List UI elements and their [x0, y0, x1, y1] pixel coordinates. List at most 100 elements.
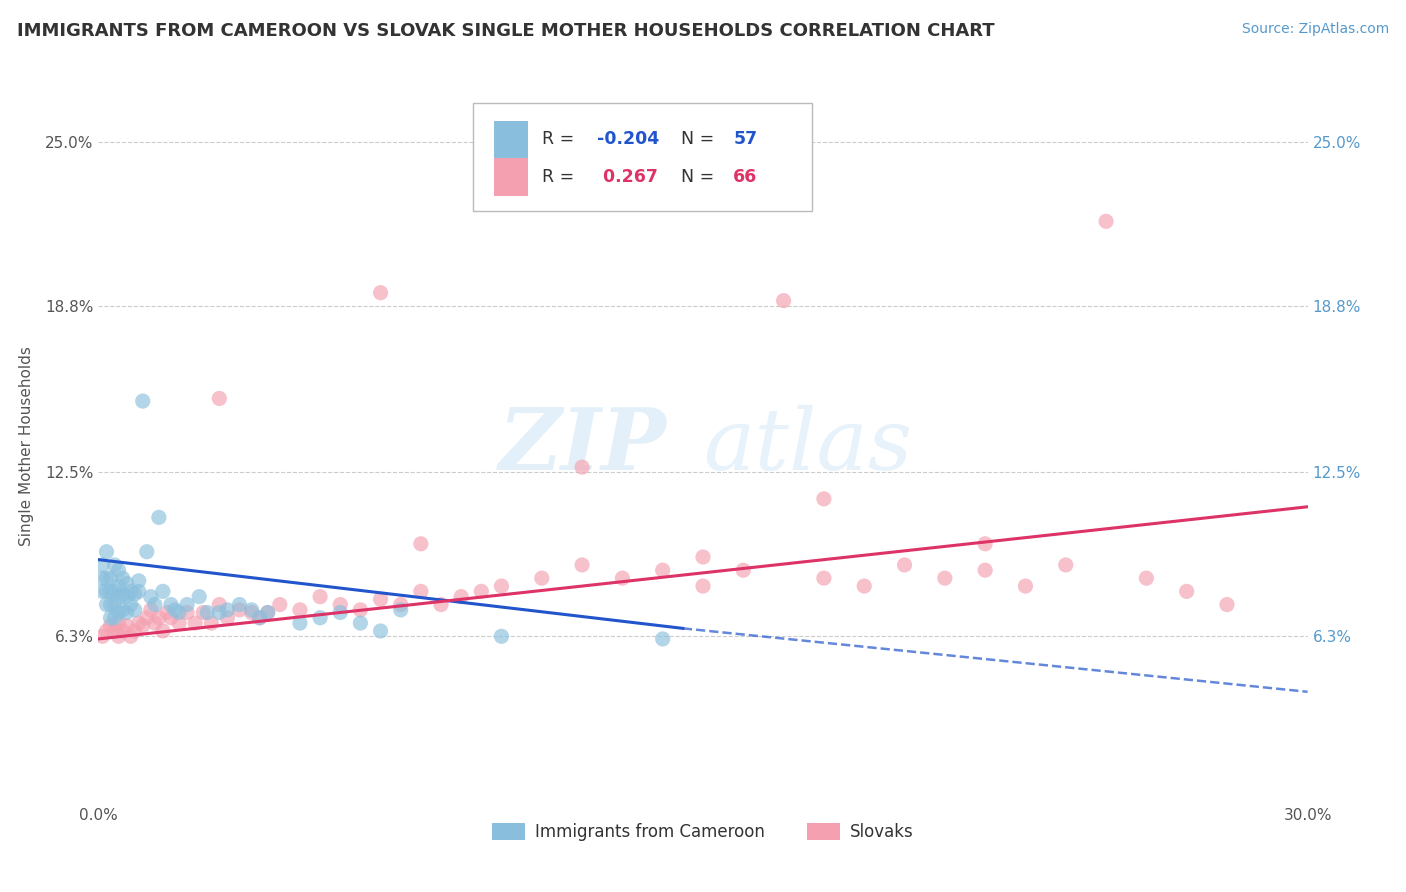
Point [772, 293, 794, 308]
Text: -0.204: -0.204 [596, 130, 659, 148]
Point [107, 616, 129, 631]
Point [1095, 214, 1118, 228]
Point [107, 563, 129, 577]
Point [103, 611, 125, 625]
Point [430, 598, 453, 612]
Text: 57: 57 [734, 130, 758, 148]
Point [143, 616, 166, 631]
Point [96, 598, 118, 612]
Point [152, 624, 174, 638]
Point [612, 571, 634, 585]
Point [139, 603, 162, 617]
Point [217, 611, 239, 625]
Point [193, 606, 215, 620]
Point [139, 590, 162, 604]
Point [103, 584, 125, 599]
Point [217, 603, 239, 617]
Point [329, 598, 352, 612]
Point [100, 584, 122, 599]
Point [132, 394, 155, 409]
Point [91, 584, 114, 599]
Point [256, 606, 278, 620]
Point [120, 584, 142, 599]
Point [111, 603, 134, 617]
Point [370, 592, 392, 607]
Point [167, 606, 190, 620]
Text: 66: 66 [734, 168, 758, 186]
Point [124, 624, 146, 638]
Point [389, 598, 412, 612]
Point [853, 579, 876, 593]
Point [195, 606, 218, 620]
Point [124, 587, 146, 601]
Point [228, 603, 250, 617]
Point [256, 606, 278, 620]
Point [128, 584, 150, 599]
Point [571, 558, 593, 572]
Point [409, 537, 432, 551]
Point [91, 558, 114, 572]
Text: 0.267: 0.267 [596, 168, 658, 186]
Point [450, 590, 472, 604]
FancyBboxPatch shape [494, 159, 527, 195]
Point [813, 491, 835, 506]
Point [100, 618, 122, 632]
Point [132, 618, 155, 632]
Point [571, 460, 593, 475]
Point [309, 611, 332, 625]
Point [240, 606, 263, 620]
Point [103, 558, 125, 572]
Point [530, 571, 553, 585]
Point [1175, 584, 1198, 599]
Point [96, 624, 118, 638]
Point [249, 611, 271, 625]
Text: Source: ZipAtlas.com: Source: ZipAtlas.com [1241, 22, 1389, 37]
Point [470, 584, 492, 599]
Point [228, 598, 250, 612]
Point [152, 584, 174, 599]
Point [115, 576, 138, 591]
Point [167, 616, 190, 631]
Point [115, 590, 138, 604]
Point [309, 590, 332, 604]
Point [103, 624, 125, 638]
Point [91, 571, 114, 585]
Point [188, 590, 211, 604]
Point [813, 571, 835, 585]
Point [111, 624, 134, 638]
Point [491, 579, 513, 593]
FancyBboxPatch shape [494, 120, 527, 158]
Text: N =: N = [682, 130, 720, 148]
Point [651, 563, 673, 577]
FancyBboxPatch shape [474, 103, 811, 211]
Point [249, 611, 271, 625]
Point [148, 611, 170, 625]
Point [120, 598, 142, 612]
Point [107, 579, 129, 593]
Point [128, 574, 150, 588]
Point [100, 598, 122, 612]
Point [156, 606, 179, 620]
Legend: Immigrants from Cameroon, Slovaks: Immigrants from Cameroon, Slovaks [485, 816, 921, 848]
Point [176, 606, 198, 620]
Point [370, 285, 392, 300]
Point [288, 603, 311, 617]
Point [111, 587, 134, 601]
Point [1216, 598, 1239, 612]
Point [115, 606, 138, 620]
Point [107, 629, 129, 643]
Point [163, 603, 186, 617]
Point [208, 606, 231, 620]
Point [200, 616, 222, 631]
Point [115, 618, 138, 632]
Point [934, 571, 956, 585]
Point [100, 611, 122, 625]
Point [349, 603, 371, 617]
Point [96, 584, 118, 599]
Point [240, 603, 263, 617]
Y-axis label: Single Mother Households: Single Mother Households [20, 346, 34, 546]
Point [389, 603, 412, 617]
Point [96, 545, 118, 559]
Text: R =: R = [543, 130, 579, 148]
Point [208, 392, 231, 406]
